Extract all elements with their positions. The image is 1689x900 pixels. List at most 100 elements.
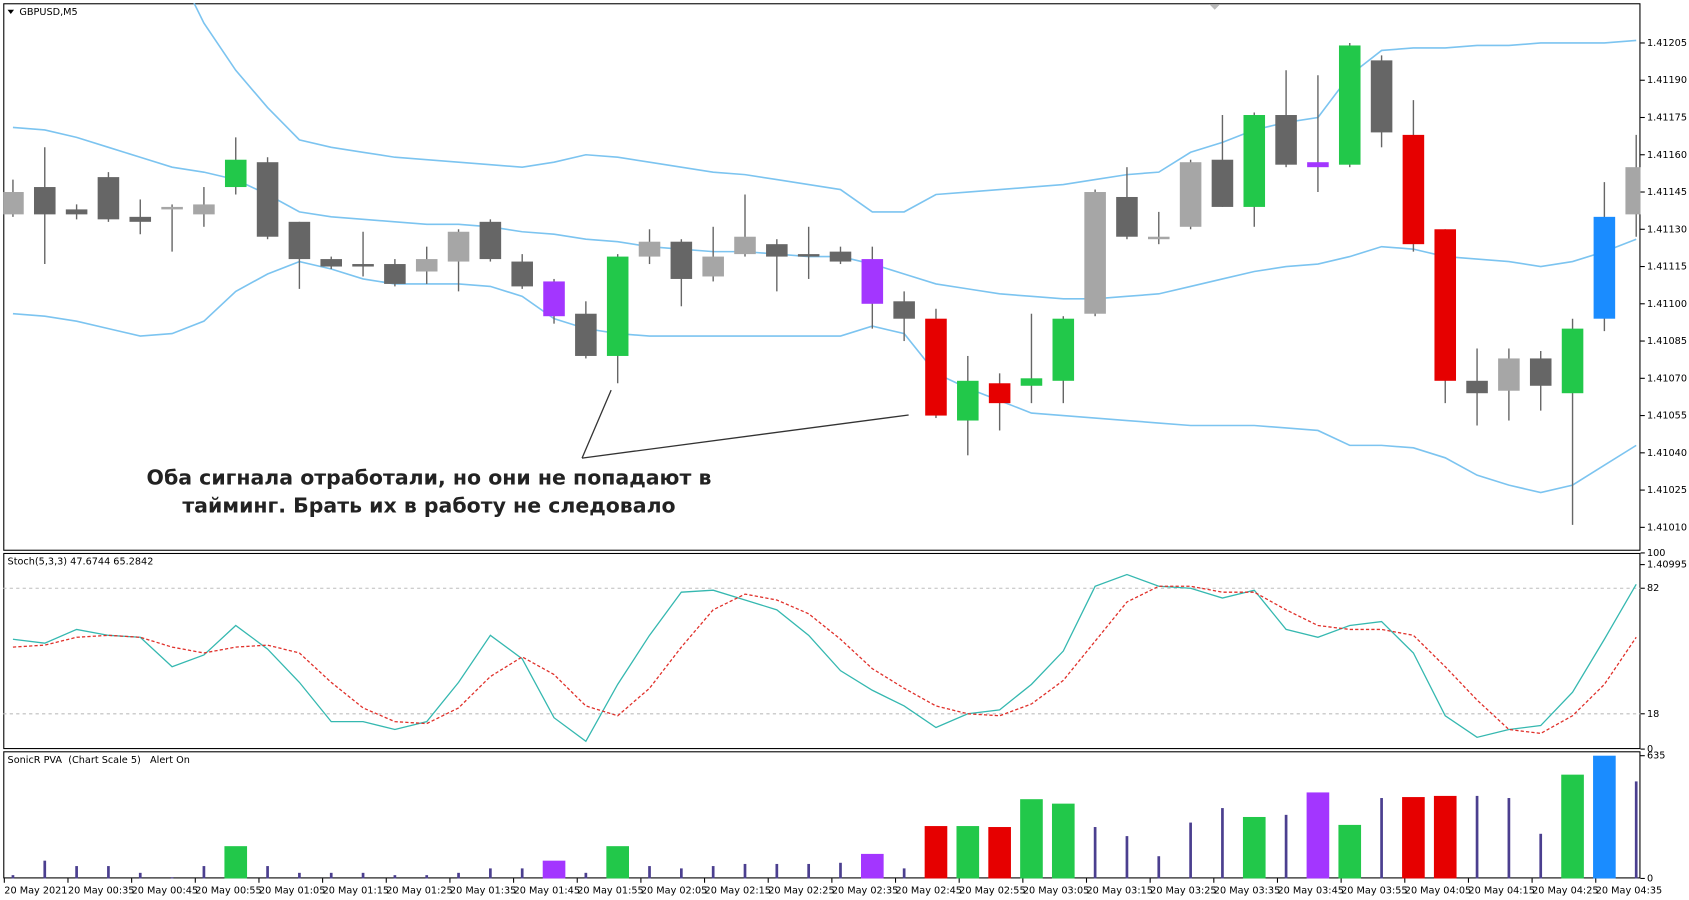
candle-body — [734, 236, 756, 255]
volume-bar — [1189, 822, 1192, 879]
candle-body — [352, 264, 374, 267]
y-tick-label: 1.41040 — [1647, 448, 1687, 459]
candle-body — [1052, 318, 1075, 381]
volume-title: SonicR PVA (Chart Scale 5) Alert On — [8, 755, 190, 766]
candle-body — [1179, 162, 1202, 227]
menu-triangle[interactable] — [7, 9, 15, 15]
candle-body — [1116, 196, 1138, 237]
volume-bar — [489, 868, 492, 879]
candle-body — [1466, 380, 1488, 394]
volume-bar — [1539, 833, 1543, 879]
candle-body — [511, 261, 533, 287]
volume-bar — [298, 872, 301, 879]
x-tick-label: 20 May 03:15 — [1086, 885, 1152, 896]
candle-body — [638, 241, 661, 257]
main-panel — [3, 3, 1641, 551]
volume-bar — [138, 872, 142, 879]
x-tick-label: 20 May 02:15 — [705, 885, 771, 896]
volume-bar — [606, 846, 630, 879]
candle-body — [320, 259, 343, 267]
volume-bar — [1402, 797, 1425, 879]
x-tick-label: 20 May 2021 — [4, 885, 67, 896]
candle-body — [1084, 192, 1106, 314]
candle-body — [97, 177, 120, 220]
candle-body — [606, 256, 629, 356]
volume-bar — [743, 863, 747, 879]
volume-bar — [520, 868, 524, 879]
candle-body — [702, 256, 724, 277]
volume-bar — [584, 872, 588, 879]
candle-body — [543, 281, 565, 317]
candle-body — [1625, 167, 1641, 215]
volume-bar — [361, 872, 365, 879]
candle-body — [988, 383, 1011, 404]
volume-bar — [1338, 824, 1362, 879]
x-tick-label: 20 May 03:55 — [1341, 885, 1407, 896]
x-tick-label: 20 May 02:35 — [832, 885, 898, 896]
volume-bar — [679, 868, 683, 879]
candle-body — [193, 204, 215, 215]
y-tick-label: 18 — [1647, 709, 1659, 720]
candle-body — [1147, 236, 1170, 240]
bollinger-band — [12, 260, 1637, 494]
y-tick-label: 82 — [1647, 583, 1659, 594]
bollinger-band — [12, 126, 1637, 300]
candle-body — [3, 192, 24, 215]
candle-body — [766, 244, 788, 257]
stoch-line — [12, 585, 1637, 735]
volume-bar — [1242, 816, 1266, 879]
volume-bar — [1433, 795, 1457, 879]
y-tick-label: 1.41160 — [1647, 150, 1687, 161]
volume-bar — [988, 827, 1011, 879]
candle-body — [575, 313, 597, 356]
candle-body — [256, 162, 279, 237]
volume-bar — [107, 866, 110, 879]
candle-body — [479, 221, 502, 260]
candle-body — [1370, 60, 1393, 133]
chart-title: GBPUSD,M5 — [19, 7, 77, 18]
volume-bar — [807, 863, 811, 879]
x-tick-label: 20 May 00:55 — [195, 885, 261, 896]
shift-marker — [1209, 4, 1221, 10]
candle-body — [1402, 134, 1425, 245]
candle-body — [1498, 358, 1520, 391]
volume-bar — [1051, 803, 1075, 879]
candle-body — [893, 301, 915, 319]
x-tick-label: 20 May 04:35 — [1596, 885, 1662, 896]
volume-bar — [170, 877, 174, 879]
x-tick-label: 20 May 00:35 — [68, 885, 134, 896]
volume-bar — [924, 826, 948, 879]
volume-bar — [1306, 792, 1330, 879]
candle-body — [925, 318, 947, 416]
volume-bar — [775, 863, 779, 879]
candle-body — [1593, 216, 1616, 319]
x-tick-label: 20 May 01:15 — [323, 885, 389, 896]
stoch-line — [12, 573, 1637, 743]
volume-bar — [425, 875, 429, 879]
x-tick-label: 20 May 02:05 — [641, 885, 707, 896]
candle-body — [1434, 229, 1457, 381]
candle-body — [384, 264, 406, 284]
bollinger-band — [193, 3, 1637, 213]
volume-bar — [839, 862, 842, 879]
x-tick-label: 20 May 04:15 — [1468, 885, 1534, 896]
y-tick-label: 1.41190 — [1647, 75, 1687, 86]
candle-body — [957, 380, 979, 421]
x-tick-label: 20 May 01:35 — [450, 885, 516, 896]
y-tick-label: 1.41175 — [1647, 112, 1687, 123]
volume-bar — [648, 866, 651, 879]
y-tick-label: 0 — [1647, 744, 1653, 755]
x-tick-label: 20 May 02:45 — [896, 885, 962, 896]
x-tick-label: 20 May 00:45 — [132, 885, 198, 896]
volume-bar — [1157, 856, 1161, 879]
volume-bar — [1284, 814, 1288, 879]
volume-bar — [224, 846, 248, 879]
main-plot — [3, 3, 1641, 525]
volume-bar — [202, 866, 206, 879]
candle-body — [129, 216, 152, 222]
volume-bar — [1221, 808, 1224, 879]
volume-bar — [1634, 781, 1638, 879]
volume-bar — [43, 860, 47, 879]
